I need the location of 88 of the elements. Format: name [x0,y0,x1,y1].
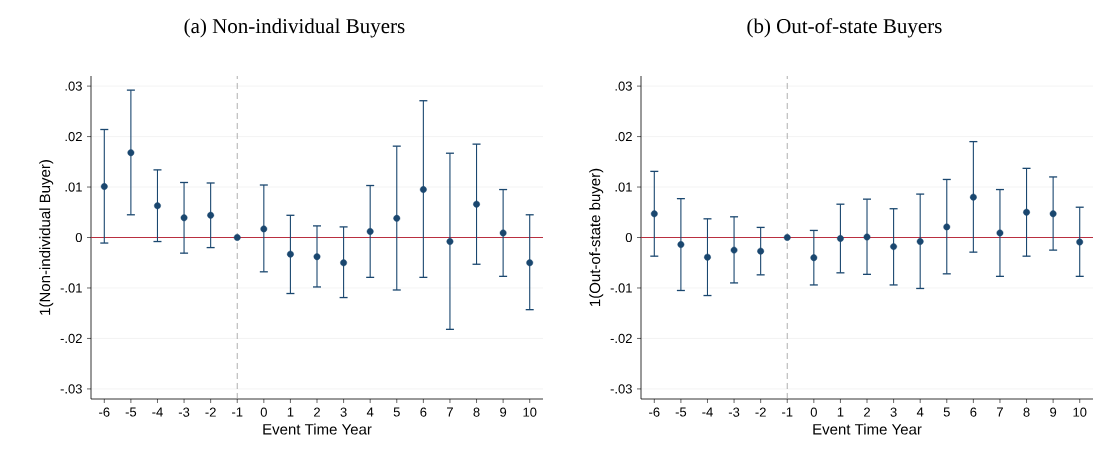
point [916,238,924,245]
x-tick-label: 3 [890,407,897,417]
point [890,243,897,250]
x-tick-label: 2 [314,407,320,417]
x-tick-label: 9 [1050,407,1057,417]
point [969,193,977,201]
point [260,225,268,233]
point [419,186,427,193]
x-tick-label: 8 [473,407,480,417]
point [473,200,480,208]
x-tick-label: -5 [125,407,137,417]
point [393,214,401,222]
x-tick-label: -6 [649,407,660,417]
x-axis-title: Event Time Year [813,423,922,435]
x-tick-label: 7 [997,407,1003,417]
point [446,238,454,245]
point [100,183,108,190]
x-tick-label: -1 [782,407,793,417]
x-tick-label: 4 [366,407,374,417]
x-tick-label: -1 [232,407,243,417]
y-axis-title: 1(Out-of-state buyer) [589,168,604,306]
x-tick-label: 9 [500,407,507,417]
x-tick-label: 2 [864,407,870,417]
point [863,233,871,241]
chart-title: (b) Out-of-state Buyers [747,18,942,38]
point [783,234,791,241]
point [650,210,658,218]
point [499,229,507,237]
x-tick-label: 7 [447,407,453,417]
y-tick-label: -.02 [60,333,82,344]
x-tick-label: 6 [420,407,427,417]
x-tick-label: -3 [178,407,190,417]
x-tick-label: 0 [260,407,267,417]
y-tick-label: 0 [75,232,82,243]
y-tick-label: 0 [625,232,632,243]
point [340,259,347,267]
point [757,247,765,255]
point [1076,238,1084,246]
y-tick-label: .03 [615,81,632,91]
point [704,253,711,261]
x-tick-label: -2 [205,407,216,417]
point [1049,210,1057,218]
y-tick-label: .03 [65,81,82,91]
x-tick-label: 1 [287,407,294,417]
y-tick-label: -.01 [610,283,632,293]
point [526,259,534,267]
y-axis-title: 1(Non-individual Buyer) [39,160,54,315]
y-tick-label: -.03 [60,384,82,394]
point [127,149,135,157]
y-tick-label: .02 [65,131,82,142]
point [810,254,818,262]
x-tick-label: 10 [523,407,537,417]
y-tick-label: .01 [615,182,632,192]
x-axis-title: Event Time Year [263,423,372,435]
point [837,235,844,242]
x-tick-label: 1 [837,407,844,417]
point [366,228,374,235]
x-tick-label: 5 [393,407,400,417]
point [1023,208,1030,216]
y-tick-label: -.02 [610,333,632,344]
x-tick-label: -6 [99,407,110,417]
x-tick-label: -4 [702,407,713,417]
x-tick-label: -2 [755,407,766,417]
x-tick-label: 5 [943,407,950,417]
x-tick-label: -3 [728,407,740,417]
y-tick-label: -.01 [60,283,82,293]
point [943,223,951,231]
x-tick-label: -4 [152,407,163,417]
x-tick-label: 3 [340,407,347,417]
x-tick-label: -5 [675,407,687,417]
x-tick-label: 10 [1073,407,1087,417]
y-tick-label: .01 [65,182,82,192]
point [996,229,1004,237]
point [287,250,294,258]
point [730,246,738,254]
point [313,253,321,261]
x-tick-label: 4 [916,407,924,417]
point [233,234,241,241]
x-tick-label: 8 [1023,407,1030,417]
point [180,214,188,222]
chart-title: (a) Non-individual Buyers [184,18,405,38]
point [207,211,215,219]
x-tick-label: 6 [970,407,977,417]
y-tick-label: .02 [615,131,632,142]
y-tick-label: -.03 [610,384,632,394]
x-tick-label: 0 [810,407,817,417]
point [677,241,685,248]
point [154,202,161,210]
